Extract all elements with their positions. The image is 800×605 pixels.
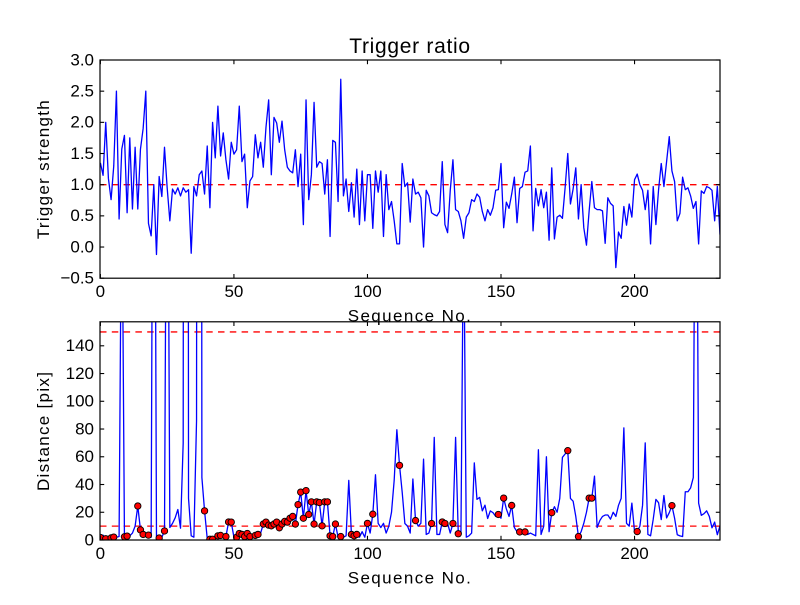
svg-text:20: 20 [75,503,94,522]
svg-text:Distance [pix]: Distance [pix] [34,371,53,491]
svg-text:150: 150 [487,544,515,563]
svg-text:100: 100 [353,282,381,301]
svg-text:Sequence No.: Sequence No. [348,568,473,587]
svg-text:40: 40 [75,475,94,494]
svg-text:120: 120 [66,364,94,383]
svg-text:Trigger strength: Trigger strength [34,99,53,239]
svg-text:80: 80 [75,419,94,438]
svg-text:0.5: 0.5 [70,206,94,225]
svg-text:100: 100 [66,392,94,411]
svg-text:140: 140 [66,336,94,355]
svg-text:0.0: 0.0 [70,237,94,256]
svg-text:200: 200 [620,282,648,301]
svg-text:1.5: 1.5 [70,144,94,163]
svg-text:0: 0 [96,544,105,563]
svg-text:60: 60 [75,447,94,466]
svg-text:0: 0 [85,530,94,549]
svg-text:2.5: 2.5 [70,82,94,101]
svg-text:0: 0 [96,282,105,301]
svg-text:100: 100 [353,544,381,563]
svg-text:50: 50 [224,282,243,301]
svg-text:Trigger ratio: Trigger ratio [349,35,471,58]
svg-text:150: 150 [487,282,515,301]
svg-text:50: 50 [224,544,243,563]
svg-text:−0.5: −0.5 [60,269,94,288]
svg-text:2.0: 2.0 [70,113,94,132]
svg-text:Sequence No.: Sequence No. [348,307,473,326]
svg-text:3.0: 3.0 [70,50,94,69]
svg-text:200: 200 [620,544,648,563]
svg-text:1.0: 1.0 [70,175,94,194]
